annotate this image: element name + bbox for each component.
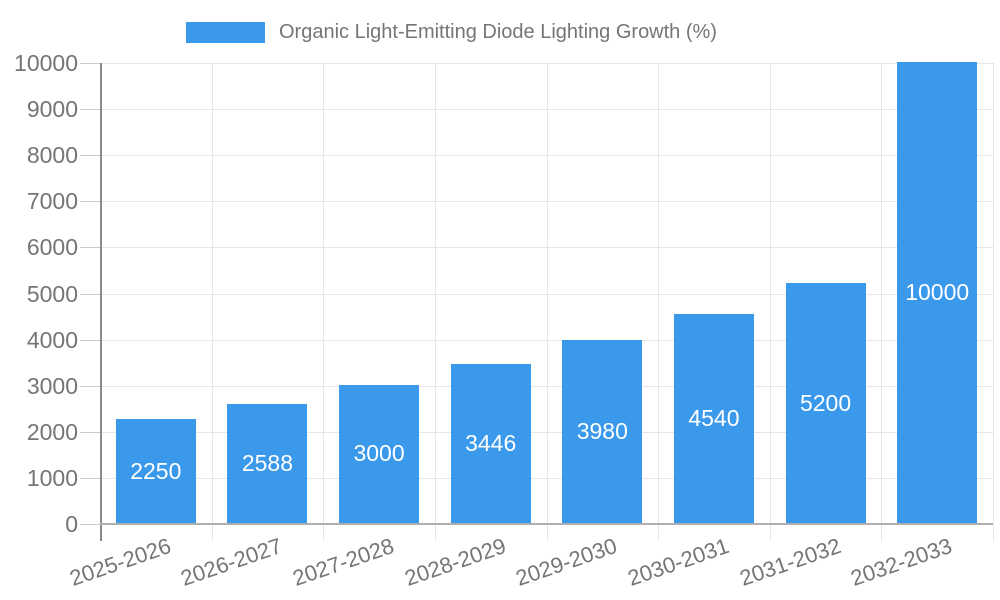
bar-value-label: 2588 — [241, 449, 294, 476]
y-tick-label: 5000 — [26, 280, 78, 307]
x-gridline — [993, 63, 994, 541]
x-gridline — [546, 63, 548, 541]
y-axis-tick — [80, 524, 100, 525]
y-tick-label: 4000 — [26, 326, 78, 353]
x-gridline — [658, 63, 660, 541]
x-gridline — [323, 63, 325, 541]
bar: 2250 — [115, 419, 196, 523]
bar: 4540 — [673, 313, 754, 523]
y-axis-tick — [80, 385, 100, 387]
y-tick-label: 2000 — [26, 418, 78, 445]
chart-title: Organic Light-Emitting Diode Lighting Gr… — [279, 21, 717, 43]
y-axis-tick — [80, 155, 100, 157]
y-tick-label: 7000 — [26, 188, 78, 215]
bar-value-label: 5200 — [799, 389, 852, 416]
bar: 3000 — [339, 384, 420, 523]
y-axis-tick — [80, 293, 100, 295]
plot-area: 2250 2588 3000 3446 3980 4540 5200 10000 — [80, 62, 994, 541]
bar-value-label: 3446 — [465, 430, 517, 457]
y-tick-label: 1000 — [26, 464, 78, 491]
bar: 5200 — [785, 283, 866, 523]
x-gridline — [769, 63, 771, 541]
bar-value-label: 3000 — [353, 440, 405, 467]
y-tick-label: 6000 — [26, 234, 78, 261]
y-axis-tick — [80, 431, 100, 433]
bar: 3446 — [450, 364, 531, 523]
x-gridline — [434, 63, 436, 541]
y-axis-line — [100, 63, 102, 541]
x-axis-baseline — [100, 523, 993, 525]
bar-value-label: 3980 — [576, 417, 628, 444]
y-tick-label: 3000 — [26, 372, 78, 399]
bar-value-label: 4540 — [688, 404, 740, 431]
bar: 2588 — [227, 403, 308, 523]
legend-swatch — [186, 22, 265, 43]
y-axis-tick — [80, 339, 100, 341]
bar: 3980 — [562, 339, 643, 523]
y-tick-label: 0 — [65, 511, 78, 537]
x-gridline — [881, 63, 883, 541]
bar-value-label: 2250 — [130, 457, 182, 484]
bar: 10000 — [897, 62, 978, 523]
y-tick-label: 8000 — [26, 142, 78, 169]
y-axis-tick — [80, 201, 100, 203]
y-axis-tick — [80, 63, 100, 64]
y-tick-label: 9000 — [26, 96, 78, 123]
y-axis-tick — [80, 477, 100, 479]
bar-value-label: 10000 — [905, 279, 970, 305]
y-tick-label: 10000 — [14, 50, 78, 76]
chart-legend: Organic Light-Emitting Diode Lighting Gr… — [186, 21, 717, 44]
y-axis-tick — [80, 109, 100, 111]
y-axis-tick — [80, 247, 100, 249]
x-gridline — [211, 63, 213, 541]
